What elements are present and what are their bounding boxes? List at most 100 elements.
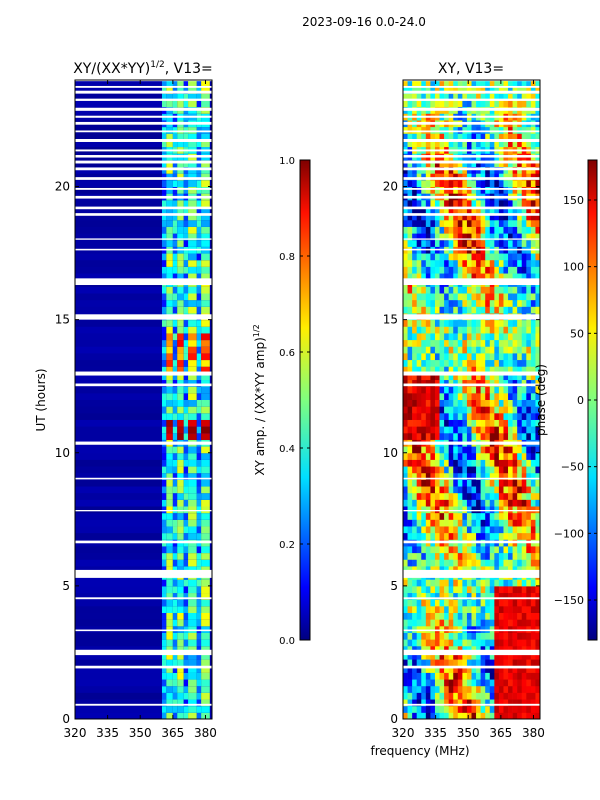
amp-band-cell	[188, 359, 197, 367]
amp-band-cell	[177, 419, 184, 427]
phase-cell	[508, 605, 513, 613]
amp-band-cell	[172, 93, 178, 101]
phase-cell	[512, 625, 518, 633]
phase-cell	[407, 545, 413, 554]
phase-cell	[439, 266, 445, 274]
phase-cell	[425, 432, 431, 440]
phase-cell	[485, 632, 491, 640]
phase-cell	[535, 525, 540, 534]
phase-cell	[457, 486, 463, 494]
amp-band-cell	[183, 565, 189, 574]
x-axis-label: frequency (MHz)	[370, 744, 469, 758]
phase-cell	[434, 492, 440, 500]
phase-cell	[421, 712, 427, 719]
amp-band-cell	[172, 519, 178, 527]
amp-band-cell	[177, 219, 184, 227]
phase-cell	[444, 359, 449, 367]
amp-band-cell	[201, 506, 210, 514]
amp-band-cell	[172, 346, 178, 354]
phase-cell	[489, 679, 495, 687]
phase-cell	[430, 479, 436, 487]
phase-cell	[480, 213, 486, 221]
phase-cell	[407, 326, 413, 334]
phase-cell	[407, 652, 413, 660]
phase-cell	[480, 579, 486, 587]
phase-cell	[457, 372, 463, 381]
phase-cell	[521, 612, 527, 620]
amp-band-cell	[161, 552, 167, 560]
phase-cell	[457, 466, 463, 474]
phase-cell	[466, 679, 472, 687]
amp-band-cell	[201, 253, 210, 261]
phase-cell	[494, 286, 500, 294]
amp-band-cell	[172, 639, 178, 647]
phase-cell	[416, 286, 422, 294]
phase-cell	[453, 466, 459, 474]
phase-cell	[462, 399, 468, 407]
phase-cell	[530, 359, 536, 367]
phase-flagged-row	[403, 441, 540, 445]
phase-cell	[416, 632, 422, 640]
phase-cell	[517, 679, 523, 687]
phase-cell	[421, 685, 427, 693]
phase-cell	[430, 352, 436, 361]
phase-cell	[403, 332, 408, 341]
phase-cell	[503, 346, 509, 354]
phase-cell	[457, 705, 463, 713]
phase-cell	[535, 619, 540, 627]
phase-cell	[416, 432, 422, 440]
phase-cell	[471, 352, 477, 361]
phase-cell	[535, 306, 540, 314]
phase-cell	[471, 712, 477, 719]
amp-band-cell	[172, 86, 178, 94]
phase-cell	[403, 206, 408, 214]
amp-band-cell	[201, 699, 210, 707]
amp-band-cell	[188, 512, 197, 520]
phase-cell	[425, 692, 431, 700]
phase-cell	[508, 659, 513, 667]
phase-cell	[403, 352, 408, 361]
phase-cell	[485, 352, 491, 361]
amp-flagged-row	[75, 314, 212, 320]
phase-cell	[425, 372, 431, 381]
phase-cell	[434, 412, 440, 420]
phase-cell	[466, 266, 472, 274]
left-x-tick-label: 350	[129, 726, 152, 740]
amp-band-cell	[201, 639, 210, 647]
amp-band-cell	[161, 559, 167, 567]
amp-band-cell	[201, 326, 210, 334]
phase-cell	[421, 532, 427, 540]
amp-band-cell	[177, 639, 184, 647]
amp-band-cell	[196, 519, 202, 527]
amp-band-cell	[177, 299, 184, 307]
amp-band-cell	[172, 186, 178, 194]
phase-cell	[407, 446, 413, 454]
amp-background-cell	[75, 599, 212, 607]
phase-cell	[439, 659, 445, 667]
amp-background-cell	[75, 565, 212, 574]
phase-cell	[407, 579, 413, 587]
phase-cell	[462, 266, 468, 274]
phase-cell	[412, 199, 417, 207]
amp-band-cell	[183, 226, 189, 234]
phase-cell	[412, 259, 417, 267]
phase-cell	[444, 412, 449, 420]
phase-cell	[476, 419, 481, 427]
phase-cell	[407, 273, 413, 281]
phase-cell	[521, 579, 527, 587]
phase-cell	[439, 479, 445, 487]
phase-cell	[512, 199, 518, 207]
phase-cell	[457, 239, 463, 247]
amp-band-cell	[166, 239, 173, 247]
phase-cell	[512, 466, 518, 474]
phase-cell	[416, 266, 422, 274]
phase-cell	[439, 599, 445, 607]
phase-cell	[498, 99, 504, 108]
amp-band-cell	[166, 99, 173, 108]
amp-band-cell	[183, 492, 189, 500]
phase-cell	[480, 492, 486, 500]
phase-cell	[503, 259, 509, 267]
amp-band-cell	[177, 86, 184, 94]
phase-cell	[517, 652, 523, 660]
amp-band-cell	[201, 499, 210, 507]
